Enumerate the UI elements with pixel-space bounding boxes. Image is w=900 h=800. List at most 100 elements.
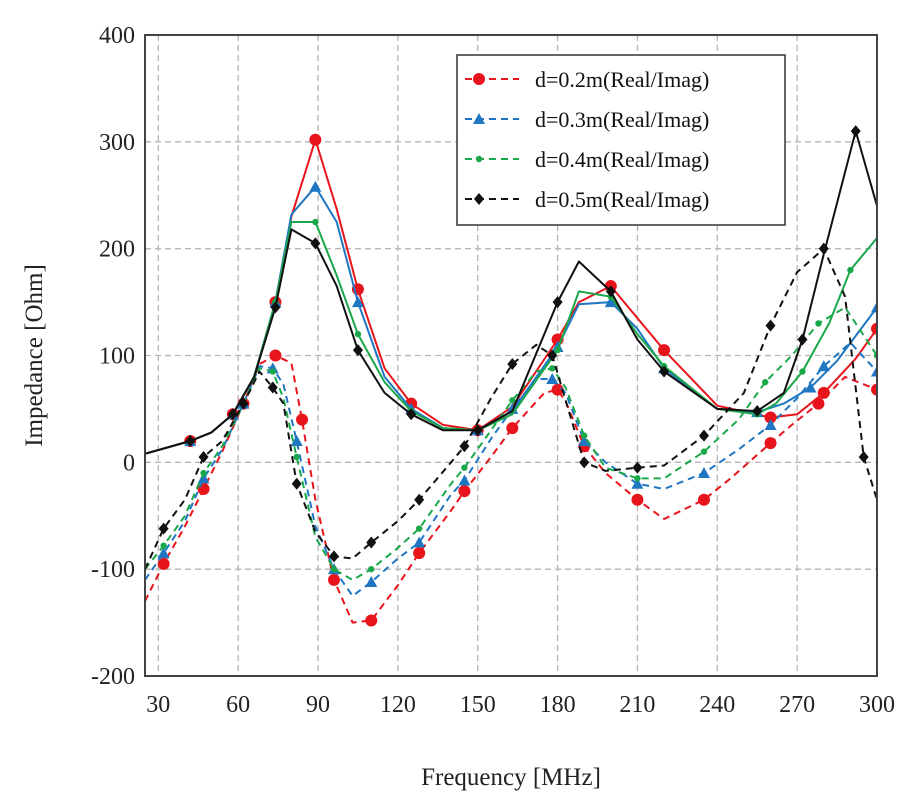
series-2-real-point bbox=[351, 296, 364, 308]
series-3-imag-point bbox=[700, 448, 708, 455]
series-1-imag-point bbox=[458, 485, 471, 498]
series-3-imag-point bbox=[581, 432, 588, 439]
series-4-imag-point bbox=[507, 358, 518, 371]
series-1-real-point bbox=[764, 411, 777, 424]
series-3-imag-point bbox=[762, 379, 769, 386]
series-4-imag-point bbox=[328, 550, 339, 563]
legend-label: d=0.5m(Real/Imag) bbox=[535, 187, 709, 212]
series-2-imag-point bbox=[697, 467, 710, 479]
series-4-imag-point bbox=[547, 349, 558, 362]
series-2-imag-point bbox=[631, 477, 644, 489]
series-1-imag-point bbox=[296, 413, 309, 426]
series-3-imag-point bbox=[634, 475, 641, 482]
series-3-imag-point bbox=[200, 469, 207, 477]
series-4-real-point bbox=[352, 344, 363, 357]
series-2-imag-point bbox=[157, 547, 170, 559]
series-3-imag-point bbox=[330, 565, 338, 573]
x-tick-label: 180 bbox=[540, 692, 576, 718]
series-1-imag-point bbox=[506, 422, 519, 435]
series-1-imag-point bbox=[365, 614, 378, 627]
series-1-imag-point bbox=[697, 493, 710, 506]
series-4-imag-point bbox=[818, 242, 829, 255]
series-4-imag-point bbox=[858, 450, 869, 463]
y-tick-label: 100 bbox=[99, 344, 135, 370]
series-1-real-point bbox=[309, 133, 322, 146]
legend-box bbox=[456, 54, 786, 226]
series-1-imag-point bbox=[413, 547, 426, 560]
series-1-imag-point bbox=[327, 573, 340, 586]
series-4-real-point bbox=[406, 408, 417, 421]
legend-entry: d=0.4m(Real/Imag) bbox=[465, 147, 709, 172]
series-3-imag-point bbox=[509, 397, 516, 404]
legend-entry: d=0.3m(Real/Imag) bbox=[465, 107, 709, 132]
legend-marker bbox=[474, 193, 484, 205]
series-4-real-point bbox=[310, 237, 321, 250]
series-2-real-point bbox=[871, 301, 877, 313]
series-1-imag-point bbox=[764, 437, 777, 450]
x-tick-label: 90 bbox=[306, 692, 330, 718]
series-4-real-point bbox=[659, 365, 670, 378]
series-3 bbox=[145, 218, 877, 581]
series-4-real-point bbox=[227, 408, 238, 421]
series-3-imag-point bbox=[160, 542, 167, 549]
series-4-real-point bbox=[797, 333, 808, 346]
series-3-imag-point bbox=[461, 464, 468, 471]
legend-label: d=0.4m(Real/Imag) bbox=[535, 147, 709, 172]
y-tick-label: 400 bbox=[99, 23, 135, 49]
series-2-imag-point bbox=[290, 434, 303, 446]
series-3-imag-point bbox=[293, 453, 300, 461]
series-2-imag-point bbox=[578, 434, 591, 446]
series-4-real-point bbox=[472, 424, 483, 437]
series-3-imag-point bbox=[415, 525, 423, 532]
series-3-real-point bbox=[554, 346, 561, 354]
x-tick-label: 270 bbox=[779, 692, 815, 718]
series-3-imag-point bbox=[549, 365, 556, 372]
series-3-imag-point bbox=[269, 368, 276, 375]
series-3-real-point bbox=[847, 266, 854, 274]
series-4-imag-point bbox=[158, 522, 169, 535]
series-4-imag-point bbox=[238, 397, 249, 410]
series-2-imag-point bbox=[546, 373, 559, 385]
plot-series bbox=[145, 125, 877, 627]
series-4-imag-point bbox=[414, 493, 425, 506]
tick-labels: 30 60 90 120 150 180 210 240 270 300 -200 -100 0 100 2… bbox=[91, 23, 895, 718]
series-2-imag-point bbox=[458, 474, 471, 486]
legend-label: d=0.2m(Real/Imag) bbox=[535, 67, 709, 92]
series-4-real-point bbox=[605, 285, 616, 298]
legend-marker bbox=[473, 73, 485, 85]
series-3-real-point bbox=[799, 368, 806, 375]
series-4-imag-point bbox=[459, 440, 470, 453]
series-4-imag-point bbox=[198, 450, 209, 463]
x-tick-label: 150 bbox=[460, 692, 496, 718]
series-4-real-point bbox=[552, 296, 563, 309]
series-4-real-point bbox=[752, 405, 763, 418]
series-4-real-point bbox=[270, 301, 281, 314]
series-2-imag-point bbox=[817, 360, 830, 372]
x-tick-label: 30 bbox=[146, 692, 170, 718]
series-4-imag-point bbox=[267, 381, 278, 394]
x-tick-label: 300 bbox=[859, 692, 895, 718]
plot-frame bbox=[144, 34, 878, 677]
series-4-imag-point bbox=[765, 319, 776, 332]
series-4-real-point bbox=[185, 434, 196, 447]
legend-label: d=0.3m(Real/Imag) bbox=[535, 107, 709, 132]
series-4-imag-point bbox=[291, 477, 302, 490]
x-axis-label: Frequency [MHz] bbox=[421, 764, 601, 791]
series-4 bbox=[145, 125, 877, 570]
y-tick-label: -200 bbox=[91, 664, 135, 690]
series-1-imag-point bbox=[551, 383, 564, 396]
series-4-real-point bbox=[850, 125, 861, 138]
series-2-imag-point bbox=[413, 536, 426, 548]
series-2-real-point bbox=[309, 180, 322, 192]
series-3-real-point bbox=[312, 218, 319, 226]
x-tick-label: 120 bbox=[380, 692, 416, 718]
y-axis-label: Impedance [Ohm] bbox=[21, 264, 48, 447]
x-tick-label: 60 bbox=[226, 692, 250, 718]
series-1-real-point bbox=[658, 344, 671, 357]
series-2-real-point bbox=[604, 296, 617, 308]
legend-marker bbox=[475, 155, 483, 163]
series-3-imag-point bbox=[815, 320, 822, 327]
series-1-imag-line bbox=[145, 354, 877, 624]
legend-entry: d=0.2m(Real/Imag) bbox=[465, 67, 709, 92]
